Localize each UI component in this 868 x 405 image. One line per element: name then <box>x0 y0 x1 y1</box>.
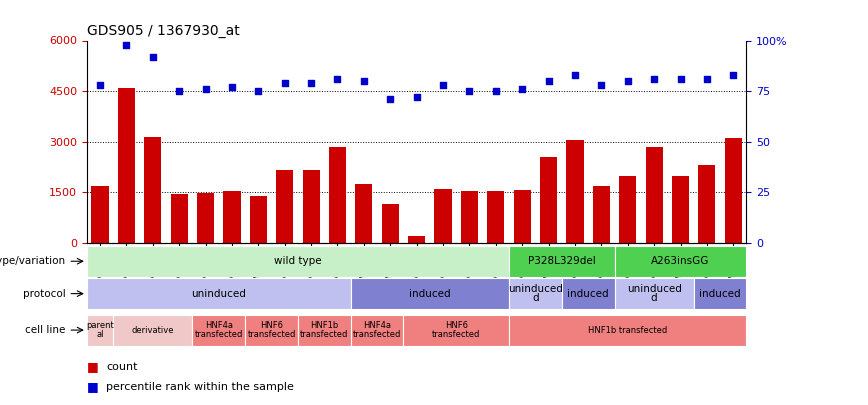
Bar <box>487 192 504 243</box>
Text: HNF4a
transfected: HNF4a transfected <box>353 322 401 339</box>
Bar <box>298 315 351 345</box>
Bar <box>593 185 610 243</box>
Text: count: count <box>106 362 137 371</box>
Point <box>120 41 134 48</box>
Bar <box>694 278 746 309</box>
Bar <box>404 315 509 345</box>
Bar <box>87 315 113 345</box>
Bar <box>540 157 557 243</box>
Point <box>225 84 239 90</box>
Point <box>595 82 608 88</box>
Bar <box>351 278 509 309</box>
Text: A263insGG: A263insGG <box>651 256 710 266</box>
Point <box>463 88 477 94</box>
Bar <box>562 278 615 309</box>
Text: HNF1b transfected: HNF1b transfected <box>589 326 667 335</box>
Bar <box>87 246 509 277</box>
Point <box>568 72 582 78</box>
Text: uninduced
d: uninduced d <box>627 284 681 303</box>
Point <box>410 94 424 100</box>
Point <box>331 76 345 82</box>
Text: induced: induced <box>568 289 609 298</box>
Point <box>648 76 661 82</box>
Point <box>621 78 635 84</box>
Text: HNF1b
transfected: HNF1b transfected <box>300 322 348 339</box>
Bar <box>672 175 689 243</box>
Bar <box>87 278 351 309</box>
Bar <box>615 278 694 309</box>
Text: parent
al: parent al <box>86 322 114 339</box>
Text: induced: induced <box>409 289 450 298</box>
Bar <box>408 236 425 243</box>
Text: derivative: derivative <box>132 326 174 335</box>
Point <box>700 76 713 82</box>
Bar <box>699 165 715 243</box>
Text: HNF6
transfected: HNF6 transfected <box>247 322 296 339</box>
Bar <box>509 315 746 345</box>
Point <box>93 82 107 88</box>
Text: uninduced
d: uninduced d <box>508 284 562 303</box>
Bar <box>118 88 135 243</box>
Bar <box>514 190 530 243</box>
Point <box>146 53 160 60</box>
Bar <box>355 184 372 243</box>
Text: HNF4a
transfected: HNF4a transfected <box>194 322 243 339</box>
Bar <box>245 315 298 345</box>
Point <box>384 96 398 102</box>
Point <box>674 76 687 82</box>
Point <box>357 78 371 84</box>
Bar <box>435 189 451 243</box>
Bar <box>193 315 245 345</box>
Bar <box>171 194 187 243</box>
Bar <box>144 137 161 243</box>
Text: GDS905 / 1367930_at: GDS905 / 1367930_at <box>87 24 240 38</box>
Point <box>436 82 450 88</box>
Bar <box>197 193 214 243</box>
Bar <box>351 315 404 345</box>
Text: induced: induced <box>700 289 741 298</box>
Point <box>542 78 556 84</box>
Point <box>304 80 318 86</box>
Bar <box>725 139 742 243</box>
Text: HNF6
transfected: HNF6 transfected <box>432 322 480 339</box>
Bar <box>303 171 319 243</box>
Text: ■: ■ <box>87 360 99 373</box>
Text: ■: ■ <box>87 380 99 393</box>
Bar <box>250 196 266 243</box>
Bar <box>619 175 636 243</box>
Text: wild type: wild type <box>274 256 322 266</box>
Bar <box>615 246 746 277</box>
Point <box>727 72 740 78</box>
Text: percentile rank within the sample: percentile rank within the sample <box>106 382 293 392</box>
Bar <box>509 246 615 277</box>
Bar <box>509 278 562 309</box>
Point <box>199 86 213 92</box>
Point <box>489 88 503 94</box>
Bar <box>91 185 108 243</box>
Text: genotype/variation: genotype/variation <box>0 256 66 266</box>
Bar <box>382 204 398 243</box>
Point <box>172 88 186 94</box>
Bar <box>276 171 293 243</box>
Text: cell line: cell line <box>25 325 66 335</box>
Point <box>252 88 266 94</box>
Point <box>278 80 292 86</box>
Bar <box>113 315 193 345</box>
Point <box>516 86 529 92</box>
Text: P328L329del: P328L329del <box>528 256 595 266</box>
Text: uninduced: uninduced <box>191 289 247 298</box>
Bar <box>461 191 478 243</box>
Text: protocol: protocol <box>23 289 66 298</box>
Bar <box>223 191 240 243</box>
Bar <box>646 147 662 243</box>
Bar <box>567 140 583 243</box>
Bar <box>329 147 346 243</box>
